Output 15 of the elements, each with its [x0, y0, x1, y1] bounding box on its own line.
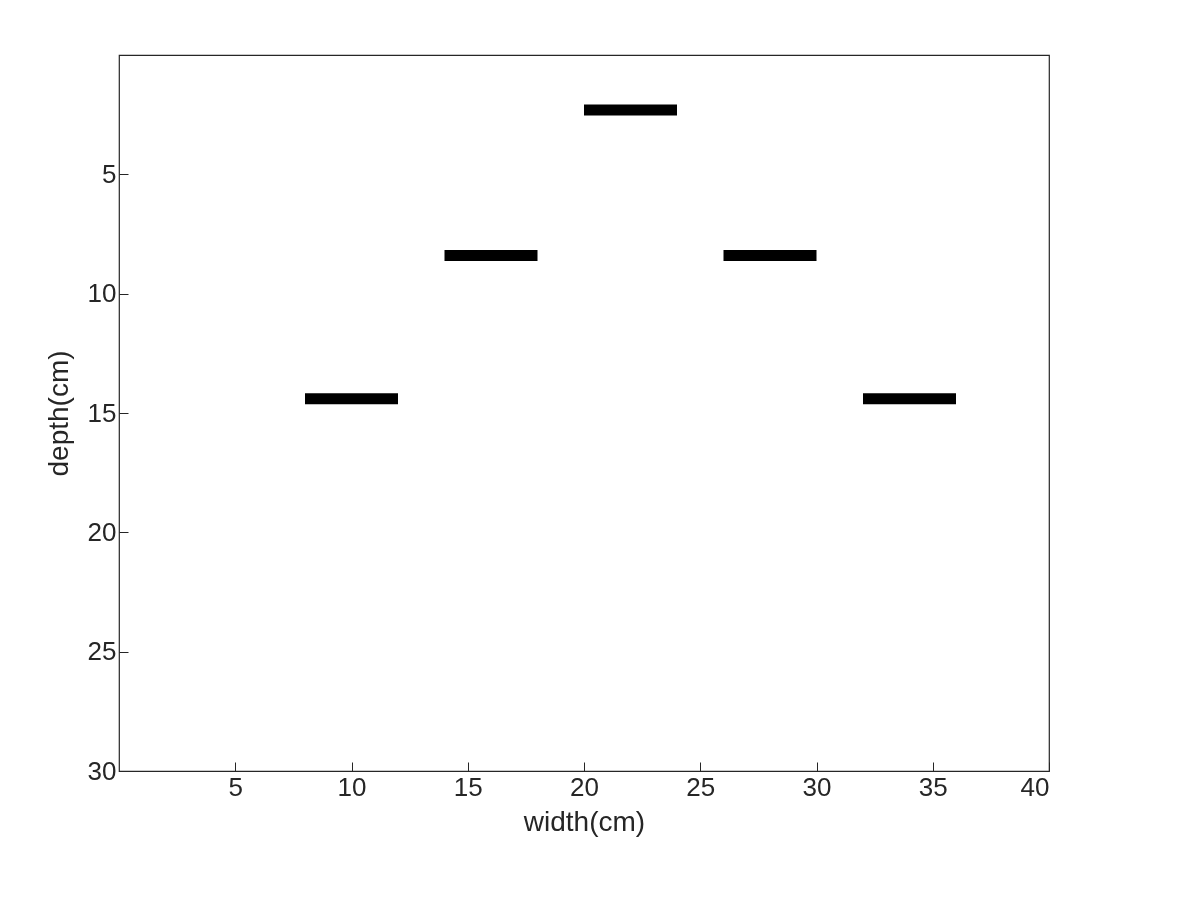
- x-tick-label: 20: [570, 771, 599, 802]
- x-tick-label: 10: [337, 771, 367, 802]
- x-tick-label: 5: [228, 771, 243, 802]
- x-tick-label: 35: [918, 771, 948, 802]
- y-tick-label: 20: [87, 516, 117, 547]
- x-tick-label: 30: [802, 771, 832, 802]
- x-tick-label: 15: [453, 771, 483, 802]
- y-tick-label: 15: [87, 397, 117, 428]
- y-tick-label: 25: [87, 636, 117, 667]
- x-axis-title: width(cm): [522, 805, 646, 837]
- x-tick-label: 25: [686, 771, 716, 802]
- y-tick-label: 5: [102, 158, 117, 189]
- y-axis-title: depth(cm): [42, 350, 74, 477]
- y-tick-label: 10: [87, 278, 117, 309]
- x-tick-label: 40: [1020, 771, 1050, 802]
